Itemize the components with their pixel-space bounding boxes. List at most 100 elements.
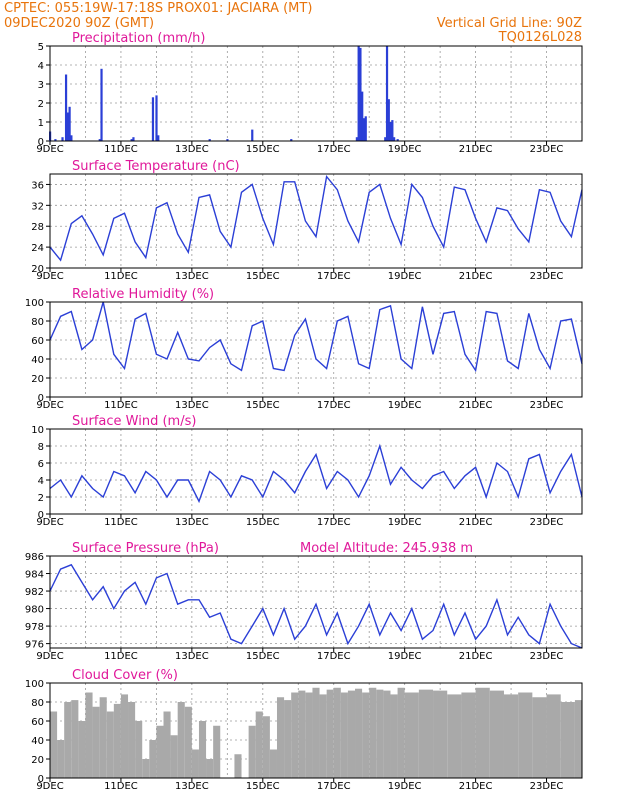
cloud-bar	[433, 690, 448, 778]
y-tick-label: 60	[31, 336, 44, 347]
cloud-bar	[85, 692, 93, 778]
precip-bar	[132, 137, 135, 141]
y-tick-label: 80	[31, 317, 44, 328]
precip-bar	[70, 135, 73, 141]
cloud-bar	[135, 721, 143, 778]
x-tick-label: 23DEC	[530, 517, 564, 528]
cloud-bar	[461, 692, 476, 778]
panel-temperature: 20 24 28 32 36 9DEC 11DEC 13DEC 15DEC 17DEC 19DEC 2…	[31, 159, 583, 282]
panel-title: Relative Humidity (%)	[72, 287, 214, 302]
panel-frame	[49, 428, 583, 515]
cloud-bar	[64, 702, 72, 778]
cloud-bar	[276, 697, 285, 778]
x-tick-label: 15DEC	[246, 144, 280, 155]
header-grid-line: Vertical Grid Line: 90Z	[437, 16, 582, 31]
x-tick-label: 9DEC	[36, 781, 63, 792]
y-tick-label: 100	[25, 679, 44, 690]
cloud-bar	[177, 702, 185, 778]
precip-bar	[208, 139, 211, 141]
cloud-bar	[362, 692, 370, 778]
x-tick-label: 11DEC	[104, 651, 138, 662]
precip-bar	[396, 139, 399, 141]
x-tick-label: 13DEC	[175, 781, 209, 792]
y-tick-label: 0	[38, 774, 44, 785]
y-tick-label: 978	[25, 622, 44, 633]
wind-line	[49, 443, 583, 504]
x-tick-label: 23DEC	[530, 651, 564, 662]
cloud-bar	[206, 759, 214, 778]
cloud-bar	[447, 694, 462, 778]
y-tick-label: 80	[31, 698, 44, 709]
precip-bar	[155, 95, 158, 141]
x-tick-label: 15DEC	[246, 517, 280, 528]
cloud-bar	[191, 749, 199, 778]
cloud-bar	[503, 694, 519, 778]
x-tick-label: 21DEC	[459, 517, 493, 528]
x-tick-label: 11DEC	[104, 271, 138, 282]
panel-precipitation: 0 1 2 3 4 5 9DEC 11DEC 13DEC 15DEC 17DEC 19DEC 21DEC…	[36, 31, 583, 155]
precip-bar	[359, 47, 362, 141]
x-tick-label: 17DEC	[317, 781, 351, 792]
panel-frame	[49, 173, 583, 269]
precip-bar	[68, 106, 71, 141]
cloud-bar	[369, 687, 377, 778]
cloud-bar	[319, 694, 327, 778]
y-tick-label: 2	[38, 493, 44, 504]
y-tick-label: 20	[31, 374, 44, 385]
x-tick-label: 11DEC	[104, 400, 138, 411]
cloud-bar	[574, 700, 582, 778]
x-tick-label: 19DEC	[388, 517, 422, 528]
precip-bar	[391, 120, 394, 141]
precip-bar	[355, 137, 358, 141]
x-tick-label: 21DEC	[459, 781, 493, 792]
cloud-bar	[255, 711, 263, 778]
x-tick-label: 15DEC	[246, 271, 280, 282]
y-tick-label: 20	[31, 755, 44, 766]
cloud-bar	[71, 700, 79, 778]
cloud-bar	[234, 754, 242, 778]
cloud-bar	[113, 703, 121, 778]
y-tick-label: 982	[25, 587, 44, 598]
panel-title: Surface Temperature (nC)	[72, 159, 240, 174]
precip-bar	[54, 139, 57, 141]
x-tick-label: 17DEC	[317, 651, 351, 662]
y-tick-label: 6	[38, 459, 44, 470]
temperature-line	[49, 174, 583, 262]
x-tick-label: 13DEC	[175, 651, 209, 662]
panel-title: Surface Wind (m/s)	[72, 414, 196, 429]
cloud-bar	[489, 690, 504, 778]
x-tick-label: 19DEC	[388, 781, 422, 792]
x-tick-label: 11DEC	[104, 517, 138, 528]
cloud-bar	[291, 692, 299, 778]
cloud-bar	[198, 721, 207, 778]
cloud-bar	[355, 688, 363, 778]
precip-bar	[226, 139, 229, 141]
cloud-bar	[262, 716, 270, 778]
cloud-bar	[333, 687, 341, 778]
pressure-line	[49, 563, 583, 649]
precip-bar	[61, 137, 64, 141]
header-station: CPTEC: 055:19W-17:18S PROX01: JACIARA (M…	[4, 1, 312, 16]
y-tick-label: 40	[31, 355, 44, 366]
x-tick-label: 15DEC	[246, 651, 280, 662]
precip-bar	[384, 137, 387, 141]
y-tick-label: 40	[31, 736, 44, 747]
y-tick-label: 20	[31, 264, 44, 275]
cloud-bar	[269, 749, 277, 778]
cloud-bar	[184, 706, 192, 778]
x-tick-label: 9DEC	[36, 400, 63, 411]
x-tick-label: 21DEC	[459, 271, 493, 282]
cloud-bar	[92, 706, 100, 778]
precip-bar	[389, 122, 392, 141]
x-tick-label: 17DEC	[317, 271, 351, 282]
x-tick-label: 15DEC	[246, 400, 280, 411]
cloud-bar	[149, 740, 157, 778]
panel-cloud-cover: 0 20 40 60 80 100 9DEC 11DEC 13DEC 15DEC 17DEC 19DE…	[25, 668, 583, 792]
x-tick-label: 23DEC	[530, 400, 564, 411]
panel-pressure: 976 978 980 982 984 986 9DEC 11DEC 13DEC 15DEC 17D…	[25, 541, 583, 662]
precip-bar	[130, 139, 133, 141]
panel-wind: 0 2 4 6 8 10 9DEC 11DEC 13DEC 15DEC 17DEC 19DEC 21DE…	[31, 414, 583, 528]
precip-bar	[98, 139, 101, 141]
cloud-bar	[383, 690, 391, 778]
precip-bar	[361, 91, 364, 141]
